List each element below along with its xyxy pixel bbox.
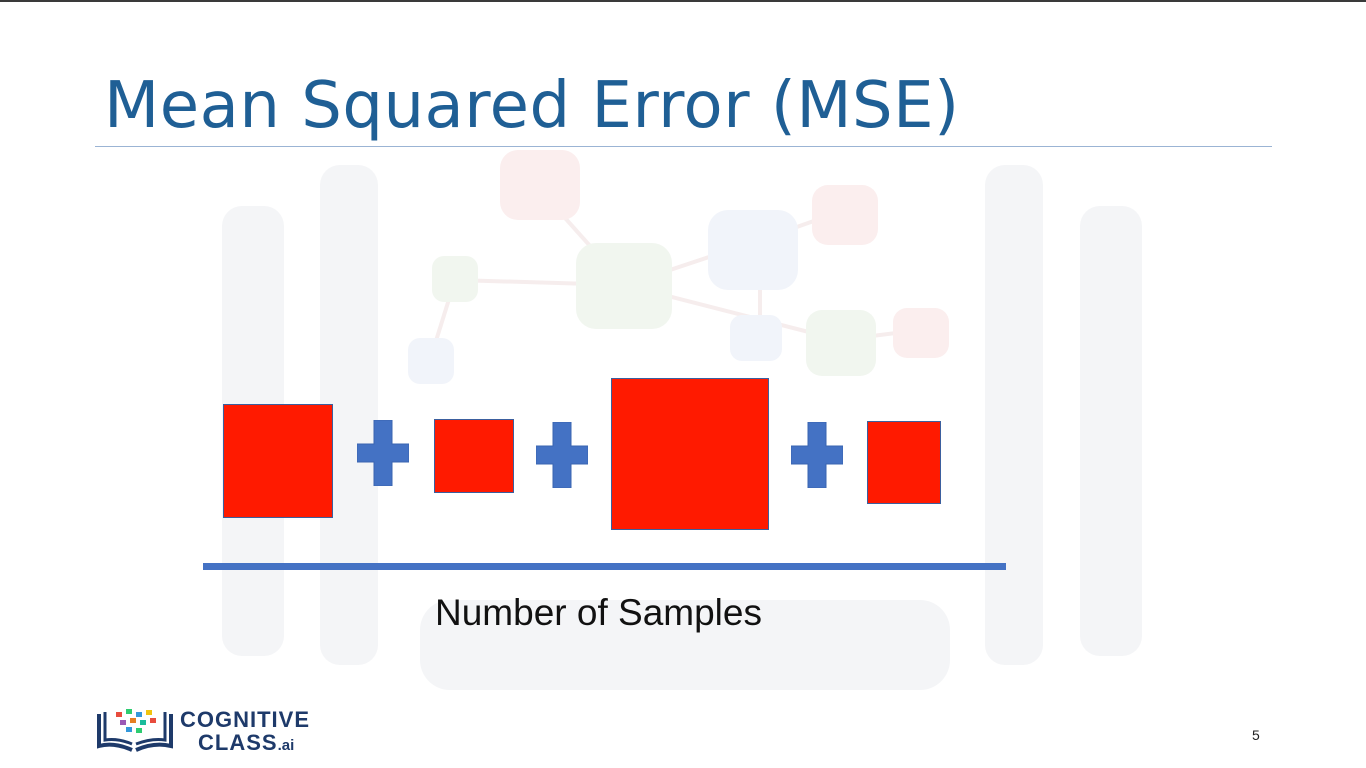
squared-error-box-1: [223, 404, 333, 518]
title-underline: [95, 146, 1272, 147]
cognitive-class-logo-icon: [97, 709, 173, 752]
plus-sign-2: [536, 422, 588, 488]
logo-text-line1: COGNITIVE: [180, 707, 311, 732]
top-border: [0, 0, 1366, 2]
logo-text-line2: CLASS.ai: [198, 730, 294, 756]
denominator-label: Number of Samples: [435, 592, 762, 633]
squared-error-box-4: [867, 421, 941, 504]
squared-error-box-3: [611, 378, 769, 530]
fraction-bar: [203, 563, 1006, 570]
slide-title: Mean Squared Error (MSE): [104, 69, 960, 143]
logo-text-class: CLASS: [198, 730, 278, 755]
logo-text-suffix: .ai: [277, 737, 295, 754]
page-number: 5: [1252, 727, 1260, 743]
plus-sign-1: [357, 420, 409, 486]
plus-sign-3: [791, 422, 843, 488]
squared-error-box-2: [434, 419, 514, 493]
